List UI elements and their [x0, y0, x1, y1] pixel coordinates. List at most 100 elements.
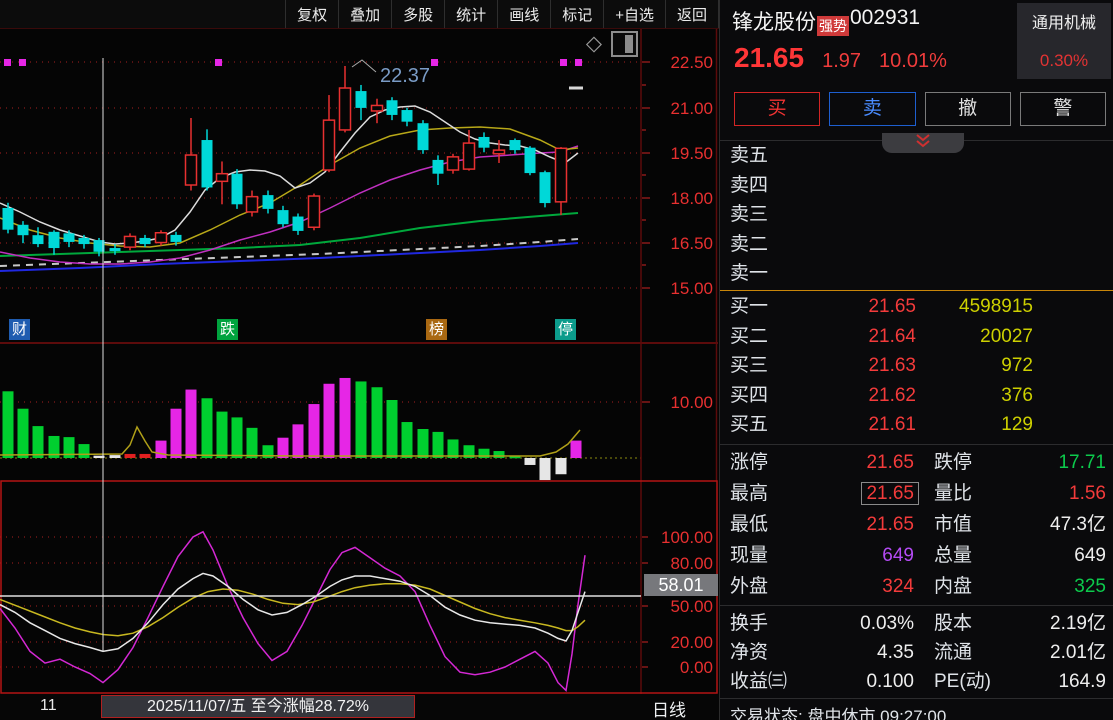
menu-item-add-watchlist[interactable]: +自选: [603, 0, 665, 28]
stat-value: 21.65: [866, 514, 914, 535]
ask-row-4[interactable]: 卖四: [720, 171, 1113, 201]
divider: [720, 444, 1113, 445]
ask-levels: 卖五 卖四 卖三 卖二 卖一: [720, 141, 1113, 289]
stat-value: 17.71: [1058, 452, 1106, 473]
bid-ask-divider: [720, 290, 1113, 291]
collapse-tab[interactable]: [882, 133, 964, 153]
stat-label: 跌停: [934, 452, 973, 473]
stats-row: 最高 21.65 量比 1.56: [720, 478, 1113, 509]
ask-price: [800, 200, 916, 230]
stat-value: 0.100: [866, 671, 914, 692]
stats-row: 净资 4.35 流通 2.01亿: [720, 638, 1113, 667]
event-badge-drop[interactable]: 跌: [217, 319, 238, 340]
chart-canvas[interactable]: 22.50 21.00 19.50 18.00 16.50 15.00 10.00 100.0…: [0, 0, 719, 720]
bid-label: 买五: [730, 414, 769, 436]
last-price: 21.65: [734, 42, 805, 73]
cancel-order-button[interactable]: 撤: [924, 92, 1011, 126]
svg-text:22.50: 22.50: [670, 53, 713, 72]
stats-row: 最低 21.65 市值 47.3亿: [720, 509, 1113, 540]
bid-levels: 买一 21.65 4598915 买二 21.64 20027 买三 21.63 972 买…: [720, 292, 1113, 440]
alert-button[interactable]: 警: [1019, 92, 1106, 126]
crosshair-date-tooltip: 2025/11/07/五 至今涨幅28.72%: [101, 695, 415, 718]
stat-value: 324: [882, 576, 914, 597]
stat-label: 换手: [730, 613, 769, 634]
stat-label: 总量: [934, 545, 973, 566]
bid-volume: 972: [1001, 355, 1033, 377]
stat-label: 最高: [730, 483, 769, 504]
bid-row-4[interactable]: 买四 21.62 376: [720, 381, 1113, 411]
stat-value: 1.56: [1069, 483, 1106, 504]
event-badge-news[interactable]: 财: [9, 319, 30, 340]
menu-item-multi-stock[interactable]: 多股: [391, 0, 444, 28]
sell-button[interactable]: 卖: [829, 92, 916, 126]
bid-row-2[interactable]: 买二 21.64 20027: [720, 322, 1113, 352]
stat-label: 流通: [934, 642, 973, 663]
buy-button[interactable]: 买: [734, 92, 821, 126]
sector-box[interactable]: 通用机械 0.30%: [1017, 3, 1111, 79]
bid-label: 买一: [730, 296, 769, 317]
stat-value: 325: [1074, 576, 1106, 597]
stat-label: PE(动): [934, 671, 992, 692]
ask-row-3[interactable]: 卖三: [720, 200, 1113, 230]
stat-label: 市值: [934, 514, 973, 535]
bid-price: 21.62: [868, 384, 916, 406]
stat-value: 2.01亿: [1050, 642, 1106, 663]
stat-value: 47.3亿: [1050, 514, 1106, 535]
svg-text:22.37: 22.37: [380, 65, 430, 87]
stats-block-2: 换手 0.03% 股本 2.19亿 净资 4.35 流通 2.01亿 收益㈢ 0.100 PE(…: [720, 609, 1113, 696]
stat-label: 收益㈢: [730, 671, 788, 692]
menu-item-overlay[interactable]: 叠加: [338, 0, 391, 28]
ask-volume: [916, 200, 1113, 230]
svg-text:18.00: 18.00: [670, 189, 713, 208]
trade-buttons: 买 卖 撤 警: [734, 92, 1106, 126]
event-badge-rank[interactable]: 榜: [426, 319, 447, 340]
bid-volume: 4598915: [959, 296, 1033, 317]
price-change: 1.97: [822, 50, 862, 72]
svg-text:50.00: 50.00: [670, 597, 713, 616]
menu-item-back[interactable]: 返回: [664, 0, 719, 28]
menu-item-statistics[interactable]: 统计: [444, 0, 497, 28]
bid-volume: 20027: [980, 325, 1033, 347]
stat-value: 21.65: [866, 452, 914, 473]
stat-label: 外盘: [730, 576, 769, 597]
stat-value: 4.35: [877, 642, 914, 663]
stat-label: 股本: [934, 613, 973, 634]
stats-row: 换手 0.03% 股本 2.19亿: [720, 609, 1113, 638]
bid-row-3[interactable]: 买三 21.63 972: [720, 351, 1113, 381]
svg-text:10.00: 10.00: [670, 393, 713, 412]
stats-row: 外盘 324 内盘 325: [720, 571, 1113, 602]
strong-badge: 强势: [817, 16, 849, 36]
period-selector[interactable]: 日线: [652, 701, 686, 720]
ask-volume: [916, 230, 1113, 260]
stat-value: 649: [1074, 545, 1106, 566]
divider: [720, 698, 1113, 699]
menu-item-adjust[interactable]: 复权: [285, 0, 338, 28]
stock-code: 002931: [850, 6, 921, 29]
bid-row-1[interactable]: 买一 21.65 4598915: [720, 292, 1113, 322]
stat-label: 现量: [730, 545, 769, 566]
trading-status-line: 交易状态: 盘中休市 09:27:00: [730, 707, 947, 720]
menu-item-mark[interactable]: 标记: [550, 0, 603, 28]
ask-row-2[interactable]: 卖二: [720, 230, 1113, 260]
bid-volume: 376: [1001, 384, 1033, 406]
stat-value: 649: [882, 545, 914, 566]
chart-area[interactable]: 22.50 21.00 19.50 18.00 16.50 15.00 10.00 100.0…: [0, 0, 719, 720]
crosshair-value-label: 58.01: [644, 574, 718, 596]
sector-change-pct: 0.30%: [1039, 51, 1089, 70]
price-row: 21.65 1.97 10.01%: [734, 42, 947, 74]
split-view-icon[interactable]: [611, 31, 638, 57]
double-chevron-down-icon: [916, 134, 930, 148]
ask-row-1[interactable]: 卖一: [720, 259, 1113, 289]
ask-volume: [916, 259, 1113, 289]
ask-price: [800, 230, 916, 260]
ask-price: [800, 259, 916, 289]
bid-row-5[interactable]: 买五 21.61 129: [720, 410, 1113, 440]
ask-row-5[interactable]: 卖五: [720, 141, 1113, 171]
diamond-marker-icon[interactable]: ◇: [585, 32, 603, 55]
svg-text:100.00: 100.00: [661, 528, 713, 547]
stat-value: 0.03%: [860, 613, 914, 634]
stat-value: 21.65: [796, 478, 919, 509]
event-badge-halt[interactable]: 停: [555, 319, 576, 340]
stats-row: 涨停 21.65 跌停 17.71: [720, 447, 1113, 478]
menu-item-draw-line[interactable]: 画线: [497, 0, 550, 28]
